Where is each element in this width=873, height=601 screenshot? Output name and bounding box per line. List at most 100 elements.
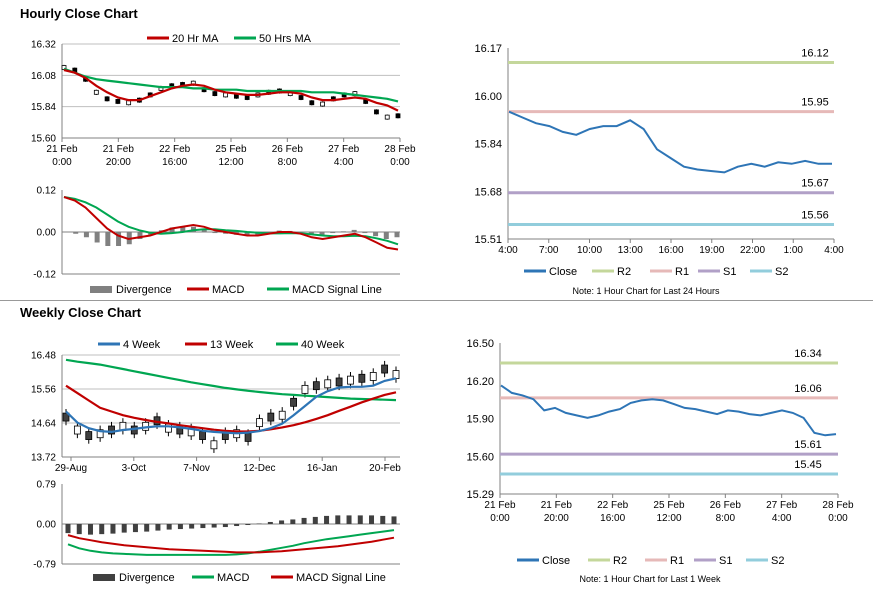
weekly-divergence-bar: [369, 515, 375, 524]
hourly-price-x-tick-label: 8:00: [278, 157, 298, 168]
hourly-candle-body: [104, 96, 110, 102]
pivot-week-y-tick-label: 15.90: [466, 414, 494, 426]
pivot-24h-legend-close-label: Close: [549, 266, 577, 278]
pivot-week-note: Note: 1 Hour Chart for Last 1 Week: [580, 574, 721, 584]
legend-20hr-ma-label: 20 Hr MA: [172, 33, 219, 45]
weekly-candle-body: [381, 364, 389, 374]
weekly-divergence-bar: [200, 524, 206, 529]
weekly-candle-body: [347, 375, 354, 385]
hourly-price-x-tick-label: 20:00: [106, 157, 131, 168]
weekly-macd-y-tick-label: 0.00: [37, 520, 57, 531]
hourly-divergence-bar: [362, 232, 368, 234]
weekly-macd-signal-line: [67, 534, 395, 554]
pivot-week-legend-s1-label: S1: [719, 555, 732, 567]
hourly-candle-body: [298, 95, 304, 100]
hourly-price-x-tick-label: 0:00: [390, 157, 410, 168]
hourly-divergence-bar: [83, 232, 89, 238]
legend-hourly-macd-signal-label: MACD Signal Line: [292, 284, 382, 296]
pivot-week-level-r2-label: 16.34: [794, 348, 822, 360]
weekly-candle-body: [73, 425, 81, 435]
weekly-candle-body: [335, 377, 343, 387]
legend-13-week-label: 13 Week: [210, 339, 254, 351]
pivot-24h-level-r1-label: 15.95: [801, 97, 829, 109]
weekly-candle-body: [392, 370, 400, 379]
hourly-macd-y-tick-label: 0.12: [37, 186, 57, 197]
pivot-week-legend-s2-label: S2: [771, 555, 784, 567]
pivot-24h-x-tick-label: 22:00: [740, 245, 765, 256]
weekly-divergence-bar: [222, 524, 228, 528]
weekly-price-y-tick-label: 13.72: [31, 453, 56, 464]
weekly-candle-body: [199, 431, 206, 440]
pivot-24h-y-tick-label: 15.51: [474, 234, 502, 246]
weekly-candle-body: [267, 412, 275, 422]
pivot-24h-x-tick-label: 7:00: [539, 245, 559, 256]
pivot-week-x-tick-label: 8:00: [716, 513, 736, 524]
hourly-macd-line: [63, 196, 399, 251]
hourly-price-y-tick-label: 15.84: [31, 102, 56, 113]
weekly-divergence-bar: [324, 515, 330, 524]
hourly-candle-body: [320, 101, 325, 107]
weekly-candle-body: [278, 410, 286, 420]
hourly-candle-body: [93, 89, 99, 95]
weekly-divergence-bar: [65, 524, 71, 534]
hourly-candle-body: [374, 109, 379, 115]
weekly-divergence-bar: [110, 524, 116, 534]
pivot-24h-legend-r1-label: R1: [675, 266, 689, 278]
hourly-candle-body: [309, 100, 315, 106]
weekly-price-x-tick-label: 12-Dec: [243, 463, 275, 474]
hourly-price-x-tick-label: 22 Feb: [159, 144, 191, 155]
weekly-macd-line: [67, 529, 395, 556]
pivot-24h-x-tick-label: 19:00: [699, 245, 724, 256]
weekly-divergence-bar: [391, 516, 397, 524]
weekly-candle-body: [301, 384, 309, 394]
hourly-candle-body: [212, 91, 218, 97]
weekly-price-y-tick-label: 16.48: [31, 351, 56, 362]
pivot-week-x-tick-label: 16:00: [600, 513, 625, 524]
pivot-week-y-tick-label: 16.20: [466, 376, 494, 388]
weekly-macd-y-tick-label: -0.79: [33, 560, 56, 571]
hourly-divergence-bar: [351, 229, 357, 232]
hourly-divergence-bar: [244, 232, 250, 236]
legend-50hrs-ma-label: 50 Hrs MA: [259, 33, 312, 45]
weekly-price-x-tick-label: 16-Jan: [307, 463, 338, 474]
weekly-divergence-bar: [166, 524, 172, 530]
weekly-divergence-bar: [189, 524, 195, 529]
weekly-divergence-bar: [155, 524, 161, 531]
pivot-week-y-tick-label: 15.60: [466, 451, 494, 463]
weekly-price-x-tick-label: 3-Oct: [122, 463, 147, 474]
weekly-candle-body: [290, 397, 297, 407]
hourly-price-x-tick-label: 16:00: [162, 157, 187, 168]
weekly-13wk-line: [65, 384, 397, 433]
hourly-divergence-bar: [319, 232, 325, 236]
pivot-week-x-tick-label: 21 Feb: [541, 500, 573, 511]
pivot-24h-legend-s1-label: S1: [723, 266, 736, 278]
hourly-divergence-bar: [180, 226, 186, 232]
hourly-candle-body: [115, 99, 121, 104]
weekly-candle-body: [312, 381, 320, 391]
weekly-price-x-tick-label: 7-Nov: [183, 463, 210, 474]
hourly-divergence-bar: [105, 232, 111, 246]
legend-hourly-divergence-label: Divergence: [116, 284, 172, 296]
hourly-divergence-bar: [212, 232, 218, 234]
pivot-24h-note: Note: 1 Hour Chart for Last 24 Hours: [572, 286, 720, 296]
hourly-candle-body: [384, 114, 390, 120]
weekly-divergence-bar: [76, 524, 82, 535]
weekly-price-y-tick-label: 14.64: [31, 419, 56, 430]
pivot-week-level-r1-label: 16.06: [794, 383, 822, 395]
weekly-40wk-line: [65, 358, 397, 402]
weekly-divergence-bar: [279, 520, 285, 524]
weekly-chart-title: Weekly Close Chart: [20, 305, 142, 320]
hourly-divergence-bar: [94, 232, 100, 243]
pivot-24h-level-s2-label: 15.56: [801, 210, 829, 222]
hourly-price-x-tick-label: 4:00: [334, 157, 354, 168]
weekly-candle-body: [358, 373, 366, 383]
hourly-divergence-bar: [298, 232, 304, 233]
pivot-week-y-tick-label: 16.50: [466, 338, 494, 350]
weekly-divergence-bar: [267, 521, 273, 524]
pivot-week-legend-r1-label: R1: [670, 555, 684, 567]
weekly-divergence-bar: [234, 524, 240, 527]
pivot-24h-y-tick-label: 15.68: [474, 186, 502, 198]
weekly-candle-body: [96, 429, 104, 439]
weekly-candle-body: [108, 425, 115, 435]
legend-weekly-macd-label: MACD: [217, 572, 249, 584]
